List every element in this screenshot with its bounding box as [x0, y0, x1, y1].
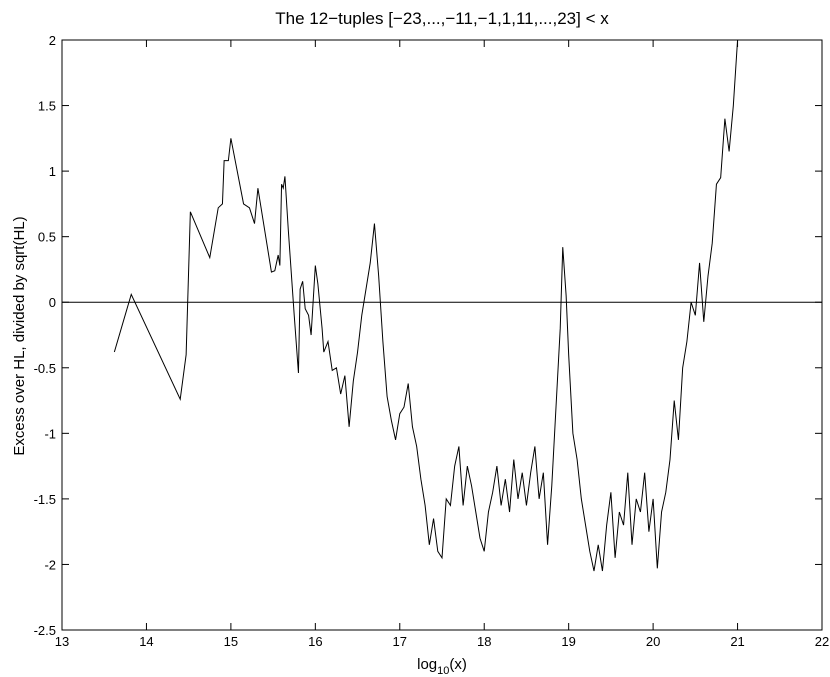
y-axis-label: Excess over HL, divided by sqrt(HL)	[11, 216, 28, 455]
x-tick-label: 19	[561, 634, 575, 649]
y-tick-label: -1	[44, 426, 56, 441]
plot-frame	[61, 39, 823, 631]
y-tick-label: -0.5	[34, 361, 56, 376]
x-tick-label: 18	[477, 634, 491, 649]
x-tick-label: 14	[139, 634, 153, 649]
y-tick-label: 1.5	[38, 99, 56, 114]
y-tick-label: 0	[49, 295, 56, 310]
y-tick-label: 0.5	[38, 230, 56, 245]
y-tick-label: 2	[49, 33, 56, 48]
y-tick-label: -2	[44, 557, 56, 572]
y-tick-label: -1.5	[34, 492, 56, 507]
x-tick-label: 16	[308, 634, 322, 649]
chart-title: The 12−tuples [−23,...,−11,−1,1,11,...,2…	[275, 9, 609, 28]
y-tick-label: 1	[49, 164, 56, 179]
x-tick-label: 22	[815, 634, 829, 649]
y-tick-label: -2.5	[34, 623, 56, 638]
x-tick-label: 17	[393, 634, 407, 649]
x-tick-label: 13	[55, 634, 69, 649]
data-line	[113, 39, 739, 572]
x-tick-label: 21	[730, 634, 744, 649]
x-tick-label: 15	[224, 634, 238, 649]
x-tick-label: 20	[646, 634, 660, 649]
x-axis-label: log10(x)	[417, 656, 467, 677]
